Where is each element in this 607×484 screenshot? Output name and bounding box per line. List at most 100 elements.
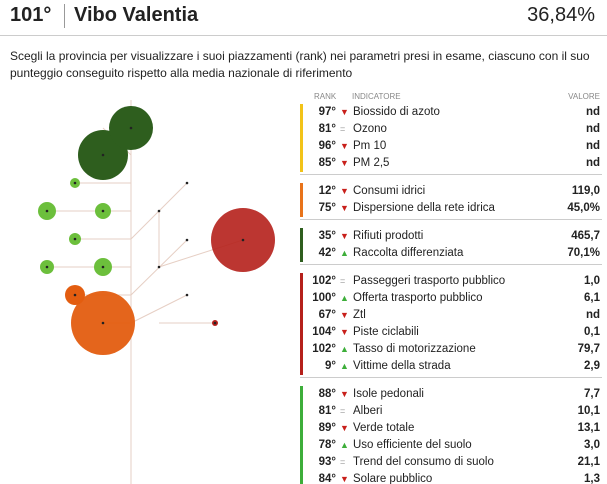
- value: 1,3: [584, 473, 600, 484]
- indicator: Isole pedonali: [353, 388, 424, 400]
- indicator: Pm 10: [353, 140, 387, 152]
- group-bar: [300, 104, 303, 172]
- rank: 97°: [318, 106, 336, 118]
- trend: ▲: [340, 440, 349, 450]
- group-divider: [300, 174, 602, 175]
- indicator: Ozono: [353, 123, 387, 135]
- separator: [64, 4, 65, 28]
- divider: [0, 35, 607, 36]
- value: 10,1: [577, 405, 600, 417]
- rank: 96°: [318, 140, 336, 152]
- indicator: Verde totale: [353, 422, 415, 434]
- value: 119,0: [571, 185, 600, 197]
- trend: ▼: [340, 423, 349, 433]
- value: 45,0%: [567, 202, 600, 214]
- trend: ▼: [340, 141, 349, 151]
- indicator: Uso efficiente del suolo: [353, 439, 472, 451]
- rank: 102°: [312, 275, 336, 287]
- column-header: INDICATORE: [352, 92, 401, 101]
- trend: ▼: [340, 474, 349, 484]
- indicator: Biossido di azoto: [353, 106, 440, 118]
- value: nd: [585, 106, 600, 118]
- column-header: RANK: [314, 92, 337, 101]
- rank: 78°: [318, 439, 336, 451]
- indicator: Passeggeri trasporto pubblico: [353, 275, 506, 287]
- rank: 88°: [318, 388, 336, 400]
- indicator: Vittime della strada: [353, 360, 451, 372]
- trend: ▼: [340, 107, 349, 117]
- tree-graphic: [38, 100, 275, 484]
- trend: ▲: [340, 361, 349, 371]
- value: 465,7: [571, 230, 600, 242]
- trend: ▼: [340, 158, 349, 168]
- trend: ▼: [340, 203, 349, 213]
- trend: ▲: [340, 248, 349, 258]
- trend: ▲: [340, 293, 349, 303]
- group-bar: [300, 228, 303, 262]
- value: nd: [585, 123, 600, 135]
- rank: 84°: [318, 473, 336, 484]
- value: nd: [585, 309, 600, 321]
- trend: ▼: [340, 310, 349, 320]
- rank: 35°: [318, 230, 336, 242]
- rank: 93°: [318, 456, 336, 468]
- column-header: VALORE: [568, 92, 600, 101]
- value: 13,1: [577, 422, 600, 434]
- value: 6,1: [584, 292, 600, 304]
- rank: 12°: [318, 185, 336, 197]
- indicator: Alberi: [353, 405, 383, 417]
- rank: 89°: [318, 422, 336, 434]
- value: 2,9: [584, 360, 600, 372]
- trend: =: [340, 276, 346, 286]
- indicator: Offerta trasporto pubblico: [353, 292, 483, 304]
- indicator: Raccolta differenziata: [353, 247, 464, 259]
- value: 0,1: [584, 326, 600, 338]
- rank: 100°: [312, 292, 336, 304]
- trend: =: [340, 457, 346, 467]
- value: 7,7: [584, 388, 600, 400]
- group-divider: [300, 264, 602, 265]
- rank: 81°: [318, 123, 336, 135]
- rank: 102°: [312, 343, 336, 355]
- trend: ▼: [340, 389, 349, 399]
- trend: ▼: [340, 186, 349, 196]
- group-bar: [300, 273, 303, 375]
- value: 1,0: [584, 275, 600, 287]
- rank: 75°: [318, 202, 336, 214]
- value: 3,0: [584, 439, 600, 451]
- trend: ▼: [340, 231, 349, 241]
- value: nd: [585, 157, 600, 169]
- trend: ▼: [340, 327, 349, 337]
- trend: ▲: [340, 344, 349, 354]
- description: Scegli la provincia per visualizzare i s…: [10, 49, 590, 80]
- trend: =: [340, 124, 346, 134]
- indicator: Rifiuti prodotti: [353, 230, 424, 242]
- province-name[interactable]: Vibo Valentia: [74, 4, 199, 26]
- rank: 104°: [312, 326, 336, 338]
- group-bar: [300, 386, 303, 484]
- rank: 81°: [318, 405, 336, 417]
- rank: 9°: [325, 360, 336, 372]
- rank: 67°: [318, 309, 336, 321]
- value: 79,7: [577, 343, 600, 355]
- indicator: Trend del consumo di suolo: [353, 456, 494, 468]
- indicator: Consumi idrici: [353, 185, 426, 197]
- indicator: Solare pubblico: [353, 473, 433, 484]
- indicator: PM 2,5: [353, 157, 390, 169]
- ranking-table: RANK INDICATORE VALORE 97° ▼ Biossido di azot…: [300, 88, 602, 484]
- rank: 101°: [10, 4, 52, 26]
- group-divider: [300, 219, 602, 220]
- group-divider: [300, 377, 602, 378]
- group-bar: [300, 183, 303, 217]
- rank: 85°: [318, 157, 336, 169]
- rank: 42°: [318, 247, 336, 259]
- value: nd: [585, 140, 600, 152]
- indicator: Dispersione della rete idrica: [353, 202, 495, 214]
- indicator: Piste ciclabili: [353, 326, 419, 338]
- value: 70,1%: [567, 247, 600, 259]
- indicator: Ztl: [353, 309, 366, 321]
- value: 21,1: [577, 456, 600, 468]
- indicator: Tasso di motorizzazione: [353, 343, 476, 355]
- trend: =: [340, 406, 346, 416]
